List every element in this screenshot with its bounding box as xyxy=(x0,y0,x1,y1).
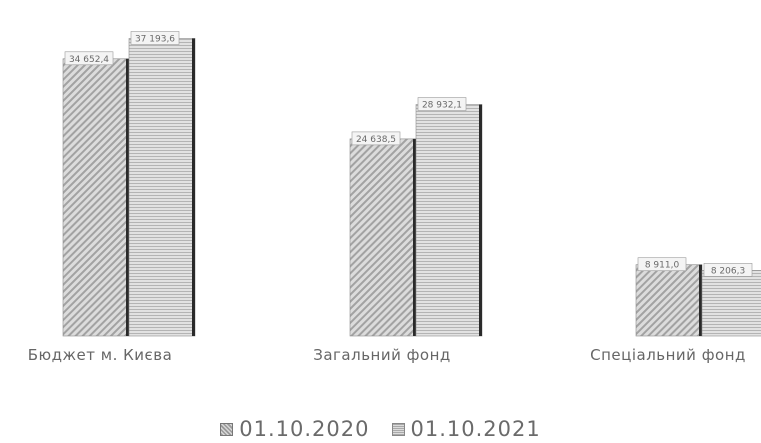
bar-2-1 xyxy=(701,270,761,337)
data-label-box-1-1 xyxy=(417,97,467,111)
bar-1-1 xyxy=(415,104,483,337)
legend: 01.10.2020 01.10.2021 xyxy=(0,417,761,441)
data-label-2-0: 8 911,0 xyxy=(645,261,680,271)
legend-swatch-0 xyxy=(220,422,234,436)
bar-edge-1-0 xyxy=(413,138,416,336)
category-label-0: Бюджет м. Києва xyxy=(27,346,173,364)
bar-0-0 xyxy=(62,58,130,337)
data-label-0-0: 34 652,4 xyxy=(69,55,109,65)
legend-item-0: 01.10.2020 xyxy=(220,417,369,441)
data-label-box-0-0 xyxy=(64,51,114,66)
bar-1-0 xyxy=(349,138,417,337)
category-label-2: Спеціальний фонд xyxy=(590,346,746,364)
bar-0-1 xyxy=(128,38,196,337)
legend-swatch-1 xyxy=(391,422,405,436)
data-label-box-2-1 xyxy=(703,263,753,277)
bar-2-0 xyxy=(635,264,703,337)
bar-edge-0-1 xyxy=(192,38,195,336)
category-label-1: Загальний фонд xyxy=(313,346,451,364)
legend-label-0: 01.10.2020 xyxy=(239,417,370,441)
data-label-2-1: 8 206,3 xyxy=(711,266,745,276)
legend-label-1: 01.10.2021 xyxy=(410,417,541,441)
data-label-box-0-1 xyxy=(130,31,180,45)
bar-edge-2-0 xyxy=(699,264,702,336)
data-label-0-1: 37 193,6 xyxy=(135,34,175,44)
data-label-box-2-0 xyxy=(637,257,687,272)
data-label-1-1: 28 932,1 xyxy=(422,101,462,111)
legend-item-1: 01.10.2021 xyxy=(391,417,541,441)
data-label-1-0: 24 638,5 xyxy=(356,135,396,145)
bar-edge-0-0 xyxy=(126,58,129,337)
data-label-box-1-0 xyxy=(351,131,401,146)
bar-edge-1-1 xyxy=(479,104,482,336)
